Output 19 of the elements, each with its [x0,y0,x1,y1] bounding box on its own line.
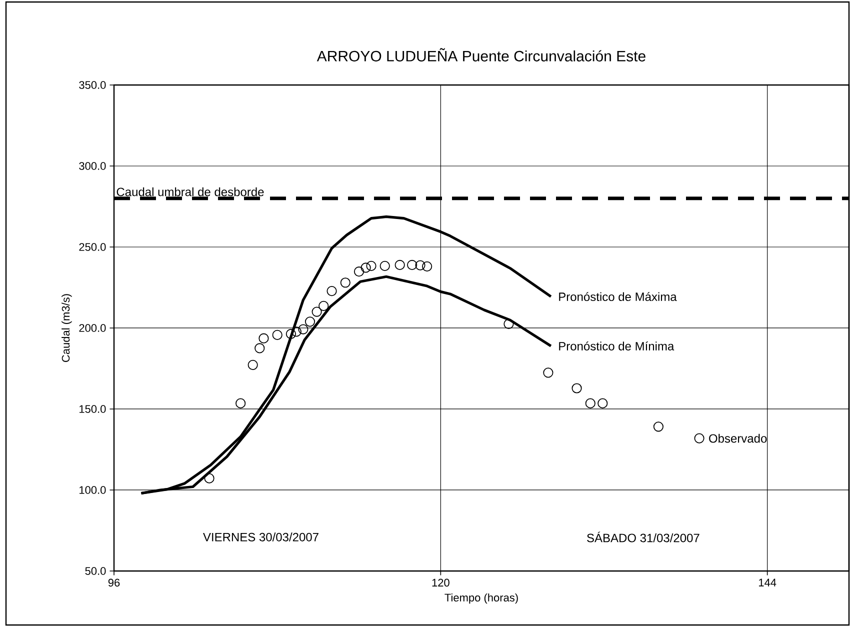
annotation: VIERNES 30/03/2007 [203,532,318,542]
y-tick-label: 100.0 [80,486,106,494]
y-tick-label: 250.0 [79,243,106,251]
y-tick-label: 150.0 [80,405,106,413]
annotation: SÁBADO 31/03/2007 [587,532,700,542]
chart-title: ARROYO LUDUEÑA Puente Circunvalación Este [316,48,646,62]
series-label: Pronóstico de Máxima [559,292,677,302]
x-tick-label: 120 [432,578,450,587]
series-label: Pronóstico de Mínima [559,342,674,350]
ref-line-label: Caudal umbral de desborde [116,187,264,196]
y-tick-label: 300.0 [79,162,106,170]
x-tick-label: 144 [758,578,776,586]
y-axis-title: Caudal (m3/s) [62,294,72,362]
x-tick-label: 96 [108,578,120,587]
y-tick-label: 200.0 [79,324,106,332]
x-axis-title: Tiempo (horas) [444,593,518,604]
series-label: Observado [709,434,767,443]
y-tick-label: 50.0 [85,567,106,575]
y-tick-label: 350.0 [79,81,106,89]
